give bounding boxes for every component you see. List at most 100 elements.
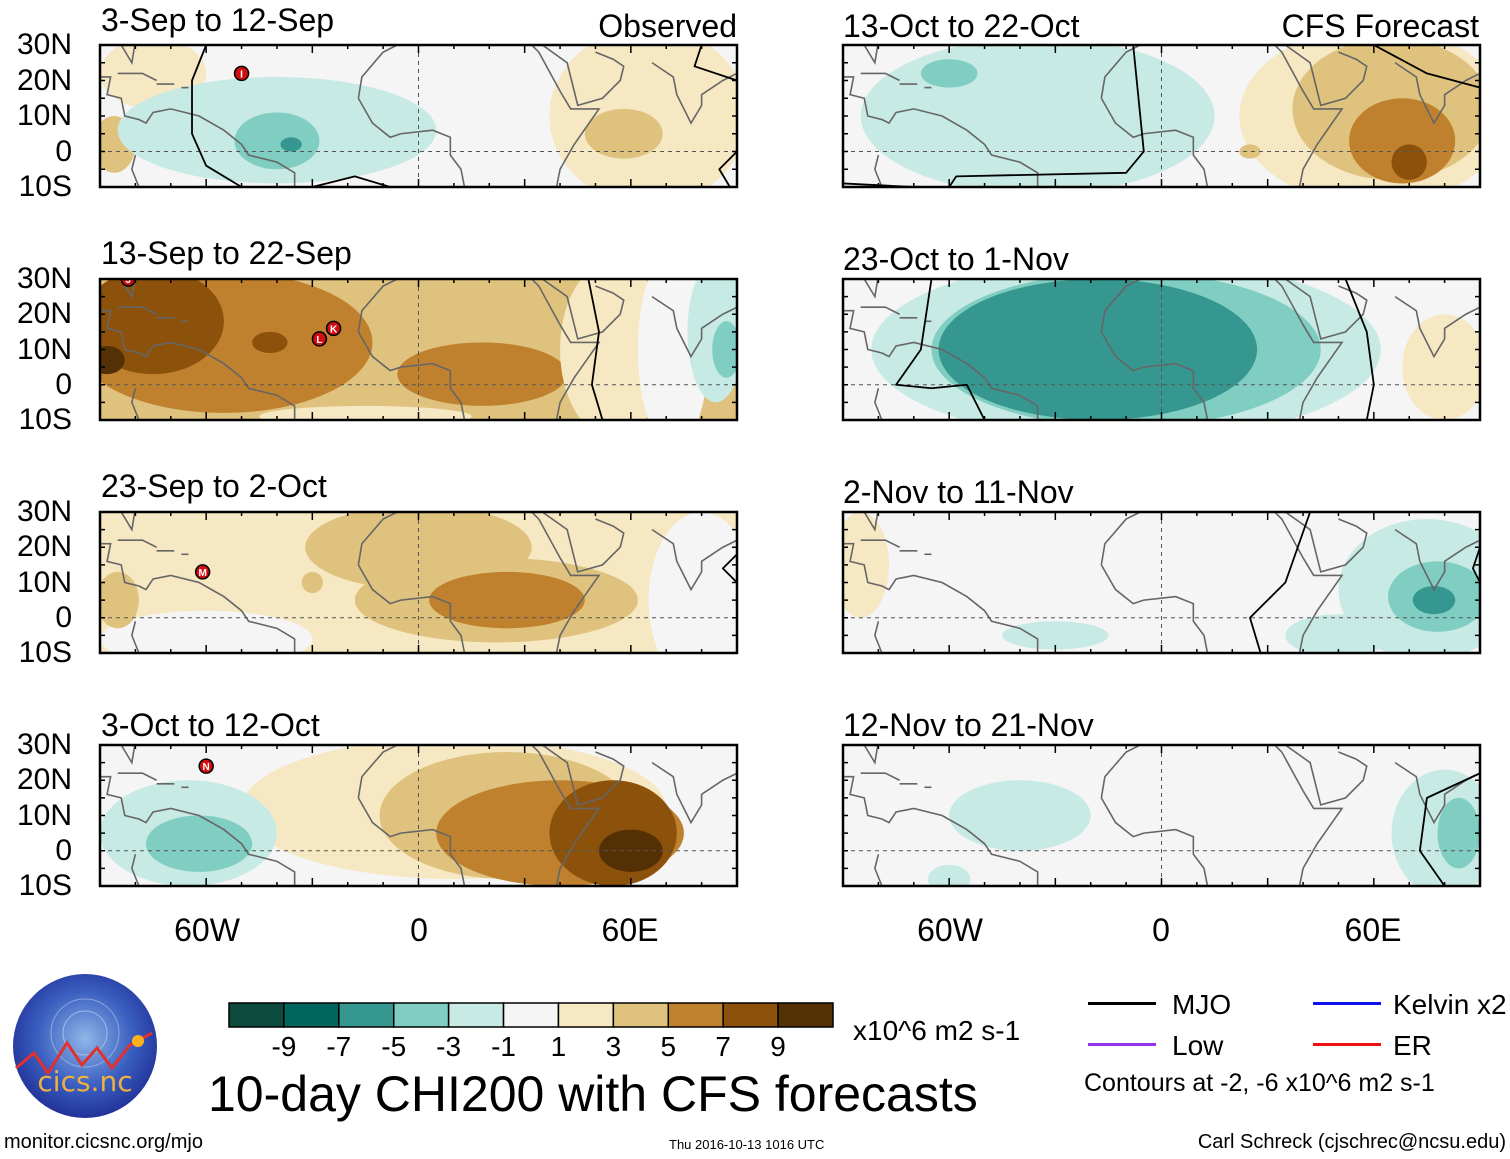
coastline [843,512,879,532]
colorbar-swatch [777,1002,834,1028]
forecast-label: CFS Forecast [1281,8,1479,44]
coastline [357,512,601,653]
colorbar-swatch [228,1002,285,1028]
low-legend-label: Low [1172,1030,1224,1061]
kelvin-legend-line [1313,1002,1381,1005]
mjo-contour [312,175,391,187]
panel-title: 23-Oct to 1-Nov [843,241,1069,277]
lon-label: 0 [1152,912,1170,948]
footer-author: Carl Schreck (cjschrec@ncsu.edu) [1197,1131,1506,1153]
coastline [1100,97,1209,187]
panel-title: 13-Sep to 22-Sep [101,235,352,271]
lat-label: 20N [16,763,72,797]
lon-label: 0 [410,912,428,948]
footer-url[interactable]: monitor.cicsnc.org/mjo [4,1131,203,1153]
er-legend-line [1313,1043,1381,1046]
panel-title: 12-Nov to 21-Nov [843,707,1094,743]
mjo-contour [693,45,737,82]
colorbar-units: x10^6 m2 s-1 [853,1015,1021,1046]
colorbar-tick-label: -1 [491,1031,516,1062]
lat-label: 20N [16,297,72,331]
panel-title: 23-Sep to 2-Oct [101,468,327,504]
mjo-contour [1418,772,1480,886]
anomaly-region [1437,797,1480,869]
tropical-storm-icon: J [120,275,137,287]
kelvin-legend-label: Kelvin x2 [1393,989,1507,1020]
lat-label: 20N [16,63,72,97]
figure-title: 10-day CHI200 with CFS forecasts [208,1066,978,1122]
observed-label: Observed [598,8,737,44]
lat-label: 0 [55,600,72,634]
tropical-storm-icon: L [311,331,328,347]
coastline [117,72,157,82]
coastline [357,279,601,420]
mjo-contour [948,45,1145,187]
anomaly-region [920,59,978,88]
mjo-legend-line [1088,1002,1156,1005]
mjo-contour [718,150,737,187]
mjo-contour [191,45,243,187]
contours-note: Contours at -2, -6 x10^6 m2 s-1 [1084,1069,1435,1097]
anomaly-region [252,331,288,354]
colorbar-swatch [283,1002,340,1028]
coastline [100,309,296,420]
map-panel [841,743,1482,888]
cics-logo: cics.nc [12,973,158,1119]
colorbar-swatch [557,1002,615,1028]
coastline [541,279,625,340]
map-panel: N [98,743,739,888]
coastline [860,306,900,315]
coastline [1100,745,1344,886]
coastline [357,97,466,187]
map-panel: M [98,510,739,655]
anomaly-region [234,112,320,170]
colorbar-swatch [612,1002,670,1028]
coastline [100,76,296,187]
coastline [874,854,883,886]
anomaly-region [1002,621,1109,650]
coastline [651,295,737,359]
lon-label: 60W [174,912,240,948]
coastline [357,564,466,653]
lat-label: 30N [16,728,72,761]
tropical-storm-icon: K [325,320,342,337]
coastline [131,621,140,653]
svg-text:J: J [126,275,132,286]
coastline [1284,745,1368,806]
svg-text:K: K [330,324,338,335]
coastline [1284,279,1368,340]
colorbar-tick-label: -5 [381,1031,407,1062]
anomaly-region [397,342,568,406]
coastline [1394,528,1480,592]
colorbar-swatch [722,1002,779,1028]
colorbar [228,1002,834,1028]
mjo-contour [587,279,604,420]
colorbar-tick-label: 7 [715,1031,731,1062]
anomaly-region [927,864,971,886]
svg-text:L: L [316,335,322,346]
coastline [541,512,625,573]
svg-text:N: N [203,762,210,773]
mjo-legend-label: MJO [1172,989,1232,1020]
coastline [100,279,136,299]
coastline [874,154,883,187]
coastline [860,539,900,548]
coastline [651,761,737,825]
lat-label: 10N [16,565,72,599]
mjo-contour [1344,279,1375,420]
anomaly-region [259,405,472,420]
panel-title: 13-Oct to 22-Oct [843,8,1080,44]
lat-label: 10S [18,869,72,902]
tropical-storm-icon: I [233,65,250,82]
colorbar-tick-label: 9 [770,1031,786,1062]
lat-label: 30N [16,28,72,61]
coastline [541,745,625,806]
colorbar-tick-label: 1 [550,1031,567,1062]
coastline [1100,797,1209,886]
coastline [874,621,883,653]
coastline [117,306,157,315]
anomaly-region [549,780,677,886]
panel-title: 2-Nov to 11-Nov [843,474,1074,510]
coastline [1100,279,1344,420]
